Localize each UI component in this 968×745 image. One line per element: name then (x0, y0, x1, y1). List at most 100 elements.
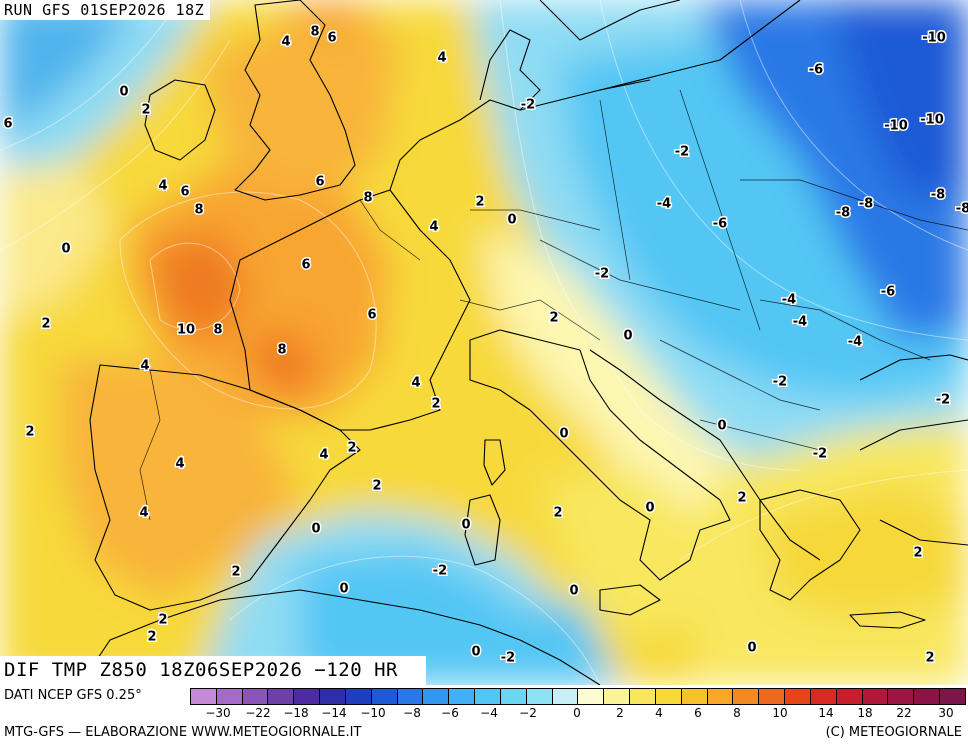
legend-swatch (423, 689, 450, 704)
credit-left: MTG-GFS — ELABORAZIONE WWW.METEOGIORNALE… (4, 725, 362, 740)
contour-label: 2 (25, 425, 34, 440)
contour-label: 8 (213, 323, 222, 338)
contour-label: -10 (922, 31, 946, 46)
contour-label: 2 (372, 479, 381, 494)
legend-tick: −30 (205, 706, 231, 720)
contour-label: 2 (553, 506, 562, 521)
legend-swatch (526, 689, 553, 704)
legend-tick: −2 (519, 706, 537, 720)
legend-swatch (191, 689, 217, 704)
legend-swatch (500, 689, 527, 704)
data-source: DATI NCEP GFS 0.25° (4, 688, 142, 703)
contour-label: 0 (645, 501, 654, 516)
legend-swatch (630, 689, 656, 704)
legend-swatch (242, 689, 269, 704)
contour-label: 2 (913, 546, 922, 561)
contour-label: 4 (281, 35, 290, 50)
contour-label: 2 (347, 441, 356, 456)
contour-label: 4 (411, 376, 420, 391)
contour-label: -2 (595, 267, 609, 282)
legend-swatch (578, 689, 605, 704)
contour-label: -4 (657, 197, 671, 212)
contour-label: 6 (315, 175, 324, 190)
contour-label: 2 (737, 491, 746, 506)
contour-label: 0 (569, 584, 578, 599)
contour-label: 0 (61, 242, 70, 257)
contour-label: 2 (41, 317, 50, 332)
contour-label: -8 (931, 188, 945, 203)
contour-label: -2 (521, 98, 535, 113)
temperature-anomaly-map: 8 6 4 4 0 2 6 -6 -2 4 6 8 6 8 6 4 2 0 -10 -6 -10 -10 -2 -4 -6 -8-… (0, 0, 968, 685)
contour-label: 4 (175, 457, 184, 472)
contour-label: -6 (881, 285, 895, 300)
footer: DATI NCEP GFS 0.25° −30 −22 −18 −14 −10 −8 −6−… (0, 685, 968, 745)
contour-label: 2 (231, 565, 240, 580)
contour-label: 0 (339, 582, 348, 597)
contour-label: 0 (471, 645, 480, 660)
contour-label: 6 (367, 308, 376, 323)
contour-label: 6 (301, 258, 310, 273)
contour-label: 0 (717, 419, 726, 434)
legend-swatch (707, 689, 734, 704)
legend-swatch (371, 689, 398, 704)
contour-label: 0 (559, 427, 568, 442)
contour-label: 0 (119, 85, 128, 100)
legend-tick: 10 (772, 706, 788, 720)
contour-label: -10 (920, 113, 944, 128)
map-title: DIF TMP Z850 18Z06SEP2026 −120 HR (0, 656, 426, 685)
legend-tick: 30 (938, 706, 954, 720)
contour-label: 2 (147, 630, 156, 645)
credit-right: (C) METEOGIORNALE (825, 725, 962, 740)
contour-label: -8 (859, 197, 873, 212)
legend-swatch (320, 689, 346, 704)
contour-label: -2 (936, 393, 950, 408)
contour-label: 2 (141, 103, 150, 118)
contour-label: 2 (925, 651, 934, 666)
contour-label: 0 (623, 329, 632, 344)
contour-label: 0 (461, 518, 470, 533)
contour-label: -2 (773, 375, 787, 390)
contour-label: 0 (311, 522, 320, 537)
legend-tick: −6 (441, 706, 459, 720)
contour-label: 2 (549, 311, 558, 326)
legend-swatch (397, 689, 424, 704)
run-label: RUN GFS 01SEP2026 18Z (0, 0, 211, 20)
legend-swatch (862, 689, 889, 704)
color-field (0, 0, 968, 685)
contour-label: 4 (429, 220, 438, 235)
legend-tick: 22 (896, 706, 912, 720)
legend-swatch (759, 689, 786, 704)
contour-label: 8 (363, 191, 372, 206)
contour-label: 8 (310, 25, 319, 40)
legend-tick: −22 (245, 706, 271, 720)
legend-swatch (294, 689, 321, 704)
contour-label: -6 (809, 63, 823, 78)
legend-swatch (552, 689, 579, 704)
legend-swatch (216, 689, 243, 704)
legend-swatch (475, 689, 501, 704)
contour-label: 4 (437, 51, 446, 66)
contour-label: -8 (956, 202, 968, 217)
legend-tick-labels: −30 −22 −18 −14 −10 −8 −6 −4 −2 0 2 4 6 8 10 14 18 22 30 (190, 706, 966, 722)
legend-tick: 14 (818, 706, 834, 720)
legend-tick: 2 (616, 706, 624, 720)
legend-tick: −8 (403, 706, 421, 720)
legend-swatch (681, 689, 708, 704)
contour-label: 6 (327, 31, 336, 46)
legend-swatch (810, 689, 837, 704)
contour-label: 8 (194, 203, 203, 218)
contour-label: -2 (433, 564, 447, 579)
contour-label: -2 (675, 145, 689, 160)
contour-label: -2 (501, 651, 515, 666)
contour-label: 4 (158, 179, 167, 194)
legend-swatch (888, 689, 915, 704)
contour-label: 6 (3, 117, 12, 132)
coastlines (79, 0, 968, 685)
contour-label: 4 (140, 359, 149, 374)
legend-swatch (449, 689, 476, 704)
legend-tick: 4 (655, 706, 663, 720)
contour-label: -4 (782, 293, 796, 308)
legend-tick: 18 (857, 706, 873, 720)
